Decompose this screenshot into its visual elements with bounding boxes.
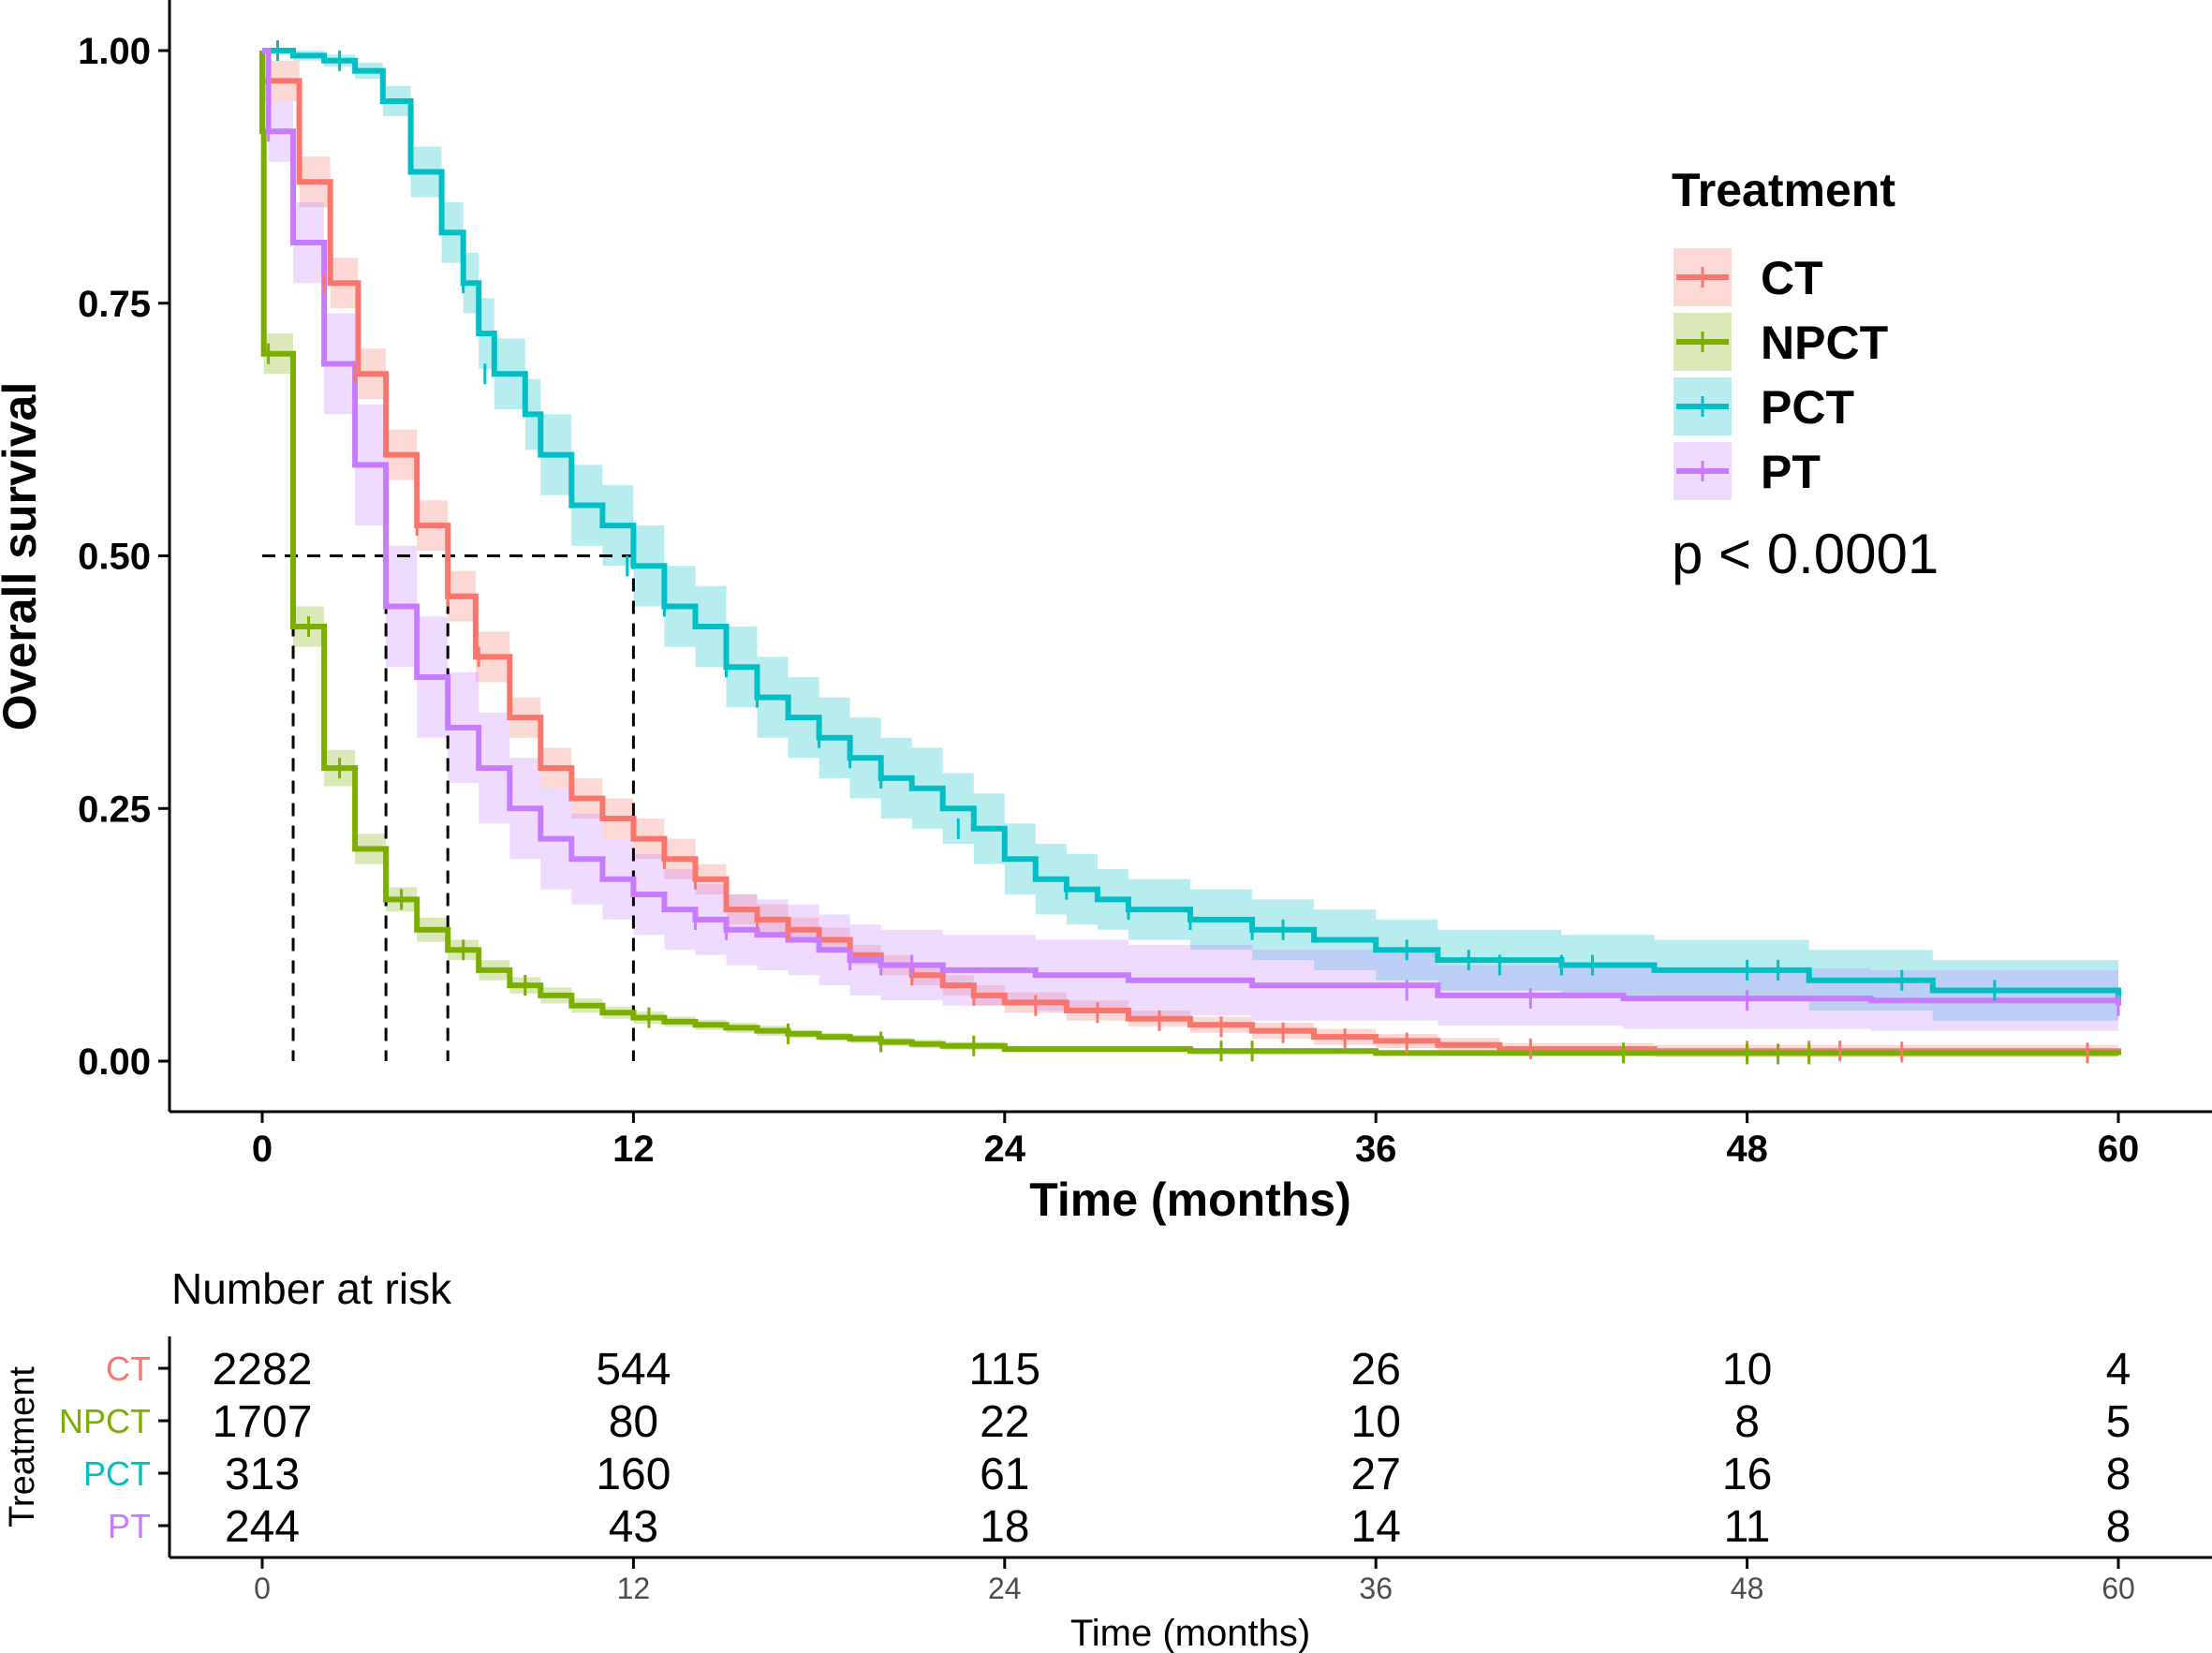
x-tick-label-24: 24 xyxy=(984,1129,1026,1170)
risk-count-pt-48: 11 xyxy=(1724,1502,1771,1552)
y-tick-label-1.00: 1.00 xyxy=(78,31,151,72)
risk-x-tick-label-24: 24 xyxy=(988,1572,1022,1605)
risk-count-ct-0: 2282 xyxy=(213,1345,313,1395)
risk-row-label-pt: PT xyxy=(108,1507,151,1545)
y-tick-label-0.25: 0.25 xyxy=(78,789,151,830)
x-axis-title: Time (months) xyxy=(1029,1173,1351,1226)
risk-table-y-title: Treatment xyxy=(3,1366,42,1528)
risk-row-label-npct: NPCT xyxy=(59,1402,151,1440)
risk-count-pct-24: 61 xyxy=(980,1450,1029,1499)
x-tick-label-36: 36 xyxy=(1355,1129,1397,1170)
risk-x-tick-label-0: 0 xyxy=(254,1572,271,1605)
risk-count-pct-48: 16 xyxy=(1722,1450,1772,1499)
risk-count-pct-12: 160 xyxy=(596,1450,671,1499)
risk-count-ct-12: 544 xyxy=(596,1345,671,1395)
risk-count-pt-0: 244 xyxy=(225,1502,300,1552)
y-tick-label-0.75: 0.75 xyxy=(78,284,151,325)
risk-table-title: Number at risk xyxy=(171,1264,452,1313)
x-axis-ticks: 0 12 24 36 48 60 xyxy=(252,1112,2139,1170)
y-axis-title: Overall survival xyxy=(0,382,46,731)
risk-count-npct-24: 22 xyxy=(980,1397,1029,1447)
y-tick-label-0.00: 0.00 xyxy=(78,1041,151,1083)
x-tick-label-12: 12 xyxy=(612,1129,655,1170)
risk-table-x-ticks: 0 12 24 36 48 60 xyxy=(254,1557,2135,1605)
legend-label-pt: PT xyxy=(1761,446,1821,498)
risk-count-ct-24: 115 xyxy=(969,1345,1041,1395)
risk-count-pct-60: 8 xyxy=(2106,1450,2131,1499)
risk-count-npct-12: 80 xyxy=(609,1397,658,1447)
risk-count-ct-48: 10 xyxy=(1722,1345,1772,1395)
censor-marks xyxy=(267,40,2120,1065)
y-tick-label-0.50: 0.50 xyxy=(78,537,151,578)
curve-pct xyxy=(262,48,2121,1001)
risk-count-pct-36: 27 xyxy=(1351,1450,1401,1499)
risk-count-pct-0: 313 xyxy=(225,1450,300,1499)
y-axis-ticks: 0.00 0.25 0.50 0.75 1.00 xyxy=(78,31,170,1083)
risk-x-tick-label-60: 60 xyxy=(2101,1572,2135,1605)
risk-count-npct-36: 10 xyxy=(1351,1397,1401,1447)
legend-label-npct: NPCT xyxy=(1761,317,1888,369)
risk-count-pt-12: 43 xyxy=(609,1502,658,1552)
risk-count-ct-60: 4 xyxy=(2106,1345,2131,1395)
risk-x-tick-label-36: 36 xyxy=(1359,1572,1393,1605)
risk-count-pt-60: 8 xyxy=(2106,1502,2131,1552)
risk-count-pt-24: 18 xyxy=(980,1502,1029,1552)
risk-row-label-ct: CT xyxy=(106,1350,151,1388)
x-tick-label-48: 48 xyxy=(1726,1129,1768,1170)
risk-count-pt-36: 14 xyxy=(1351,1502,1401,1552)
legend-label-ct: CT xyxy=(1761,252,1823,304)
risk-count-npct-48: 8 xyxy=(1734,1397,1760,1447)
legend: Treatment CT NPCT PCT PT xyxy=(1672,164,1895,500)
risk-table-x-title: Time (months) xyxy=(1070,1613,1310,1653)
risk-count-ct-36: 26 xyxy=(1351,1345,1401,1395)
p-value-label: p < 0.0001 xyxy=(1672,523,1939,585)
risk-count-npct-60: 5 xyxy=(2106,1397,2131,1447)
risk-count-npct-0: 1707 xyxy=(213,1397,313,1447)
x-tick-label-60: 60 xyxy=(2098,1129,2140,1170)
risk-x-tick-label-48: 48 xyxy=(1731,1572,1764,1605)
legend-title: Treatment xyxy=(1672,164,1895,216)
legend-label-pct: PCT xyxy=(1761,381,1854,434)
risk-row-label-pct: PCT xyxy=(83,1454,151,1493)
risk-x-tick-label-12: 12 xyxy=(617,1572,651,1605)
x-tick-label-0: 0 xyxy=(252,1129,273,1170)
